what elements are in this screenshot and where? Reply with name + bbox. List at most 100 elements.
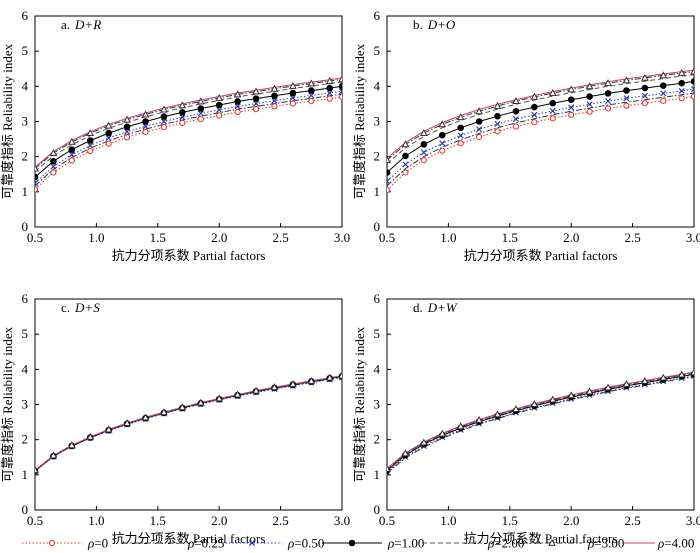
panel-c-series-r0-line: [35, 375, 342, 471]
panel-b-series-r300-point: [438, 120, 447, 128]
panel-b-series-r300-point: [530, 92, 539, 100]
panel-b-series-r050-point: [586, 101, 593, 108]
panel-b-series-r300-point: [622, 76, 631, 84]
panel-a-series-r100-point: [308, 87, 315, 94]
panel-d-series-r300-point: [387, 464, 391, 472]
panel-c-xtick-label: 3.0: [334, 513, 350, 528]
panel-d-letter: d.: [413, 300, 423, 315]
panel-c-ytick-label: 5: [22, 326, 29, 341]
panel-a-series-r0-point: [68, 157, 75, 164]
panel-b-series-r0-point: [531, 119, 538, 126]
panel-a-series-r050-point: [253, 100, 260, 107]
panel-b: 0.5 1.0 1.5 2.0 2.5 3.0 0 1 2 3 4 5 6 b. D+O 抗力分项系数 Par…: [352, 8, 700, 263]
panel-d-series-r300-point: [419, 438, 428, 446]
panel-b-xtick-label: 2.0: [563, 230, 579, 245]
panel-a-xlabel: 抗力分项系数 Partial factors: [112, 248, 266, 263]
legend-marker-r050: [248, 539, 256, 547]
panel-b-xlabel: 抗力分项系数 Partial factors: [464, 248, 618, 263]
panel-d-series-r300-point: [493, 410, 502, 418]
legend-rho-r300: ρ: [587, 536, 594, 551]
panel-b-xtick-label: 1.5: [502, 230, 518, 245]
panel-a-series-r100-point: [179, 109, 186, 116]
panel-a-series-r0-point: [179, 119, 186, 127]
panel-b-series-r0-point: [512, 123, 520, 130]
panel-b-series-r0-point: [660, 97, 667, 104]
panel-a-series-r0-point: [160, 124, 168, 131]
panel-d-series-r050-markers: [387, 372, 694, 476]
legend-item-r300: ρ=3.00: [522, 536, 624, 551]
panel-a-series-r300-point: [215, 93, 224, 101]
panel-a-series-r300-point: [178, 101, 187, 109]
panel-a-series-r0-point: [124, 134, 131, 141]
legend-value-r400: =4.00: [664, 536, 694, 551]
panel-a-ytick-label: 5: [22, 43, 29, 58]
legend-label-r025: ρ=0.25: [187, 536, 224, 551]
panel-b-ytick-label: 5: [374, 43, 381, 58]
legend-item-r200: ρ=2.00: [422, 536, 524, 551]
panel-b-series-r100-point: [475, 118, 483, 125]
panel-b-ytick-label: 4: [374, 78, 381, 93]
panel-a-series-r300-point: [289, 81, 297, 89]
panel-b-series-r0-point: [387, 186, 391, 194]
legend-item-r025: ρ=0.25: [122, 536, 224, 551]
panel-b-series-r100-point: [678, 79, 686, 87]
panel-b-series-r300-point: [456, 113, 465, 121]
panel-b-series-r100-point: [641, 84, 649, 92]
panel-a-series-r100-point: [105, 129, 112, 137]
legend-item-r0: ρ=0: [22, 536, 108, 551]
panel-c-ytick-label: 0: [22, 502, 29, 517]
panel-a-series-r100-point: [35, 173, 39, 181]
legend-rho-r400: ρ: [657, 536, 664, 551]
legend-value-r050: =0.50: [294, 536, 324, 551]
panel-c-ylabel: 可靠度指标 Reliability index: [0, 326, 15, 482]
panel-c-case: D+S: [74, 300, 100, 315]
panel-b-series-r0-point: [476, 133, 483, 141]
panel-b-series-r300-point: [493, 101, 502, 109]
panel-a-series-r300-point: [141, 110, 150, 118]
panel-a-series-r100-point: [271, 92, 278, 100]
panel-d-series-r200-line: [387, 372, 694, 470]
panel-b-series-r0-point: [623, 102, 630, 109]
panel-a-ylabel: 可靠度指标 Reliability index: [0, 43, 15, 199]
panel-c-series-r300-point: [67, 441, 76, 449]
panel-b-series-r050-point: [476, 126, 483, 133]
legend-value-r200: =2.00: [494, 536, 524, 551]
panel-a: 0.5 1.0 1.5 2.0 2.5 3.0 0 1 2 3 4 5 6 a. D+R 抗力分项系数 Par…: [0, 8, 350, 263]
panel-b-ylabel: 可靠度指标 Reliability index: [352, 43, 367, 199]
panel-b-series-r100-point: [420, 141, 428, 148]
panel-a-series-r300-point: [49, 149, 58, 157]
panel-a-xtick-label: 2.5: [272, 230, 288, 245]
legend-rho-r100: ρ: [387, 536, 394, 551]
panel-b-case: D+O: [427, 17, 456, 32]
panel-b-series-r300-line: [387, 71, 694, 161]
panel-b-xtick-label: 1.0: [440, 230, 456, 245]
legend-label-r050: ρ=0.50: [287, 536, 324, 551]
panel-a-series-r0-point: [252, 106, 260, 113]
panel-b-series-r400-line: [387, 69, 694, 159]
panel-a-ytick-label: 6: [22, 8, 29, 23]
panel-a-series-r300-point: [104, 121, 113, 129]
legend-label-r100: ρ=1.00: [387, 536, 424, 551]
panel-b-series-r100-point: [531, 103, 538, 111]
panel-b-ytick-label: 3: [374, 114, 381, 129]
panel-d-series-r300-point: [659, 373, 668, 381]
panel-c-xlabel: 抗力分项系数 Partial factors: [112, 531, 266, 546]
panel-c-series-r300-point: [86, 432, 95, 440]
panel-a-series-r0-point: [197, 115, 204, 123]
legend-value-r025: =0.25: [194, 536, 224, 551]
panel-b-series-r0-point: [402, 169, 409, 176]
panel-a-series-r0-point: [50, 169, 57, 176]
panel-b-series-r300-point: [641, 73, 649, 81]
panel-c-series-r100-markers: [35, 373, 342, 475]
panel-a-xtick-label: 1.0: [88, 230, 104, 245]
panel-c-ytick-label: 6: [22, 291, 29, 306]
panel-b-letter: b.: [413, 17, 423, 32]
panel-a-series-r300-point: [252, 87, 260, 95]
panel-b-series-r0-markers: [387, 93, 694, 194]
panel-b-series-r0-point: [678, 95, 685, 102]
panel-a-series-r050-point: [68, 151, 75, 158]
panel-b-series-r100-point: [438, 131, 446, 139]
panel-c-series-r300-point: [196, 398, 205, 406]
panel-b-frame: [386, 15, 695, 228]
